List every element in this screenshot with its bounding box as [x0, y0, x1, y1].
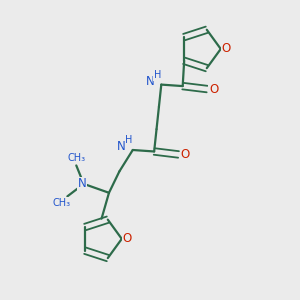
Text: O: O [209, 82, 218, 96]
Text: O: O [180, 148, 190, 161]
Text: CH₃: CH₃ [53, 198, 71, 208]
Text: N: N [78, 177, 87, 190]
Text: N: N [117, 140, 126, 153]
Text: H: H [125, 136, 133, 146]
Text: O: O [221, 42, 231, 56]
Text: H: H [154, 70, 161, 80]
Text: CH₃: CH₃ [67, 153, 85, 163]
Text: O: O [122, 232, 132, 245]
Text: N: N [146, 74, 154, 88]
